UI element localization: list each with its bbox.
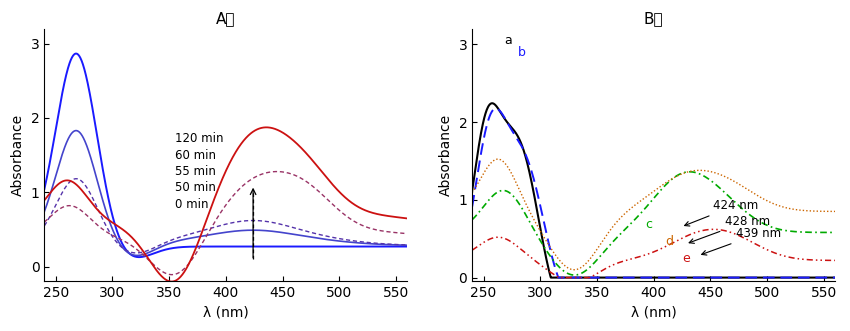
Text: e: e <box>682 252 689 265</box>
Text: a: a <box>504 34 512 47</box>
Text: 55 min: 55 min <box>175 165 216 178</box>
Text: 60 min: 60 min <box>175 149 216 162</box>
Text: d: d <box>665 235 673 248</box>
X-axis label: λ (nm): λ (nm) <box>631 306 677 320</box>
Text: b: b <box>518 45 525 59</box>
Title: A）: A） <box>216 11 235 26</box>
Title: B）: B） <box>643 11 664 26</box>
Text: 428 nm: 428 nm <box>689 215 770 243</box>
Text: 50 min: 50 min <box>175 181 216 194</box>
Text: c: c <box>646 218 653 231</box>
Text: 0 min: 0 min <box>175 198 208 211</box>
Y-axis label: Absorbance: Absorbance <box>11 114 26 196</box>
Text: 424 nm: 424 nm <box>684 199 758 226</box>
X-axis label: λ (nm): λ (nm) <box>203 306 249 320</box>
Text: 120 min: 120 min <box>175 132 224 145</box>
Y-axis label: Absorbance: Absorbance <box>439 114 453 196</box>
Text: 439 nm: 439 nm <box>701 227 781 255</box>
